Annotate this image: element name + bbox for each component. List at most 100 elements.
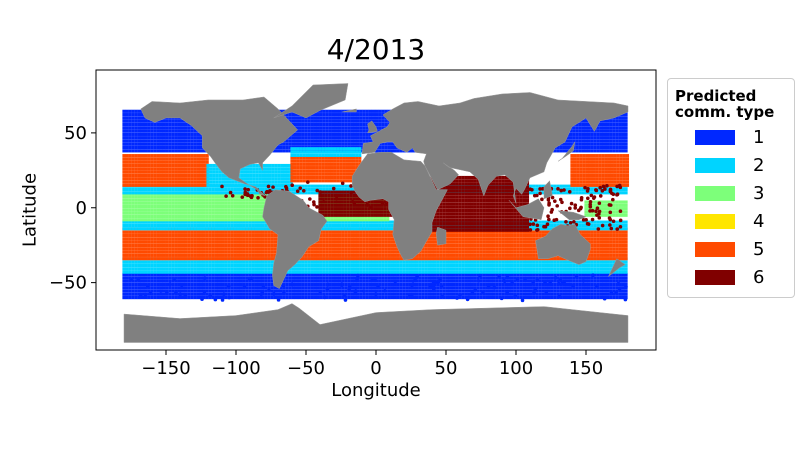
data-point-type-2 (245, 267, 249, 271)
data-point-type-1 (328, 122, 332, 127)
data-point-type-1 (575, 289, 579, 293)
data-point-type-1 (180, 286, 185, 290)
data-point-type-2 (125, 270, 129, 274)
data-point-type-2 (378, 260, 382, 264)
data-point-type-1 (297, 289, 302, 293)
data-point-type-1 (128, 145, 132, 150)
data-point-type-2 (482, 263, 486, 268)
data-point-type-2 (485, 270, 490, 274)
data-point-type-1 (590, 282, 594, 287)
data-point-type-5 (150, 234, 154, 238)
data-point-type-5 (214, 234, 218, 238)
data-point-type-1 (584, 149, 588, 153)
data-point-type-2 (498, 267, 502, 271)
data-point-type-2 (341, 270, 345, 274)
data-point-type-2 (331, 267, 336, 271)
data-point-type-1 (479, 282, 483, 287)
data-point-type-2 (430, 260, 434, 264)
data-point-type-1 (593, 295, 597, 300)
data-point-type-1 (134, 272, 138, 277)
data-point-type-1 (190, 129, 194, 133)
data-point-type-2 (251, 260, 255, 264)
data-point-type-5 (325, 237, 329, 241)
data-point-type-5 (168, 234, 172, 238)
data-point-type-1 (427, 286, 431, 290)
data-point-type-5 (137, 230, 141, 234)
data-point-type-1 (199, 139, 203, 143)
data-point-type-1 (319, 113, 323, 117)
data-point-type-1 (615, 276, 619, 280)
data-point-type-1 (331, 276, 336, 280)
data-point-type-1 (427, 276, 431, 280)
data-point-type-1 (593, 282, 597, 287)
data-point-type-2 (242, 263, 246, 268)
data-point-type-1 (572, 132, 576, 136)
data-point-type-1 (575, 136, 579, 140)
data-point-type-1 (344, 279, 348, 283)
data-point-type-1 (350, 129, 354, 133)
data-point-type-1 (220, 286, 225, 290)
data-point-type-1 (368, 276, 372, 280)
data-point-type-2 (399, 263, 403, 268)
data-point-type-1 (297, 295, 302, 300)
data-point-type-2 (479, 270, 483, 274)
data-point-type-1 (485, 295, 490, 300)
data-point-type-1 (605, 132, 610, 136)
data-point-type-1 (236, 295, 240, 300)
data-point-type-2 (488, 260, 493, 264)
data-point-type-5 (137, 253, 141, 257)
data-point-type-1 (307, 119, 311, 123)
data-point-type-1 (304, 142, 308, 146)
data-point-type-1 (615, 142, 619, 146)
data-point-type-1 (239, 286, 243, 290)
data-point-type-1 (190, 132, 194, 136)
data-point-type-1 (140, 132, 145, 136)
data-point-type-1 (371, 272, 376, 277)
data-point-type-1 (405, 292, 409, 296)
data-point-type-1 (211, 289, 215, 293)
data-point-type-1 (612, 272, 616, 277)
data-point-type-1 (230, 286, 234, 290)
data-point-type-5 (205, 230, 209, 234)
data-point-type-2 (168, 263, 172, 268)
data-point-type-2 (584, 260, 588, 264)
data-point-type-2 (516, 260, 520, 264)
data-point-type-2 (559, 270, 563, 274)
data-point-type-5 (171, 243, 175, 248)
data-point-type-1 (378, 126, 382, 130)
data-point-type-2 (159, 270, 163, 274)
data-point-type-2 (439, 263, 443, 268)
data-point-type-5 (125, 250, 129, 254)
data-point-type-1 (239, 279, 243, 283)
data-point-type-1 (572, 279, 576, 283)
data-point-type-5 (177, 237, 182, 241)
data-point-type-1 (587, 129, 591, 133)
data-point-type-1 (187, 295, 191, 300)
data-point-type-5 (344, 250, 348, 254)
data-point-type-2 (131, 263, 135, 268)
data-point-type-2 (371, 270, 376, 274)
data-point-type-1 (602, 292, 607, 296)
data-point-type-1 (153, 282, 157, 287)
data-point-type-2 (547, 267, 551, 271)
data-point-type-1 (313, 272, 317, 277)
data-point-type-1 (297, 132, 302, 136)
data-point-type-1 (618, 149, 622, 153)
data-point-type-1 (556, 149, 560, 153)
data-point-type-1 (535, 289, 539, 293)
data-point-type-5 (248, 253, 252, 257)
data-point-type-1 (350, 132, 354, 136)
data-point-type-2 (187, 263, 191, 268)
data-point-type-2 (387, 263, 391, 268)
data-point-type-2 (307, 263, 311, 268)
data-point-type-1 (350, 279, 354, 283)
data-point-type-5 (217, 250, 222, 254)
data-point-type-5 (205, 243, 209, 248)
data-point-type-1 (211, 292, 215, 296)
data-point-type-1 (565, 286, 570, 290)
data-point-type-2 (553, 270, 557, 274)
data-point-type-5 (171, 250, 175, 254)
data-point-type-5 (267, 253, 271, 257)
data-point-type-5 (162, 257, 166, 261)
data-point-type-1 (196, 286, 200, 290)
